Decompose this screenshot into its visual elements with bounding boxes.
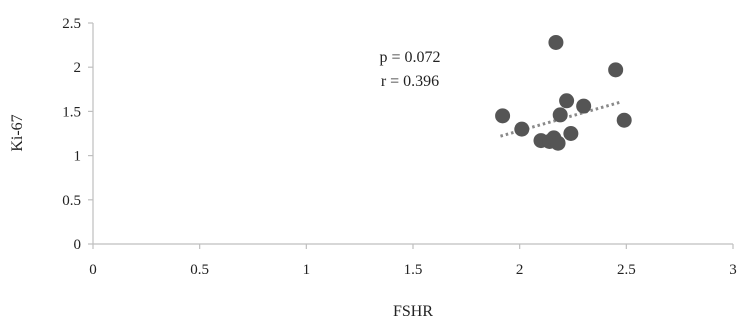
x-tick-label: 2 xyxy=(516,262,524,278)
data-point xyxy=(550,135,566,151)
data-point xyxy=(548,34,564,50)
data-point xyxy=(495,108,511,124)
data-point xyxy=(608,62,624,78)
x-axis-ticks: 0 0.5 1 1.5 2 2.5 3 xyxy=(89,244,737,278)
y-tick-label: 1 xyxy=(74,149,82,165)
y-axis-title: Ki-67 xyxy=(9,114,26,151)
x-tick-label: 3 xyxy=(729,262,737,278)
y-axis-ticks: 0 0.5 1 1.5 2 2.5 xyxy=(62,16,93,253)
data-point xyxy=(559,93,575,109)
y-tick-label: 0 xyxy=(74,237,82,253)
x-axis-title: FSHR xyxy=(393,303,433,320)
trendline xyxy=(500,100,623,138)
annotation-r-value: r = 0.396 xyxy=(381,73,439,90)
trendline-group xyxy=(500,100,623,138)
x-tick-label: 0.5 xyxy=(190,262,209,278)
x-tick-label: 0 xyxy=(89,262,97,278)
data-point xyxy=(616,112,632,128)
y-tick-label: 0.5 xyxy=(62,193,81,209)
y-tick-label: 2.5 xyxy=(62,16,81,32)
y-tick-label: 1.5 xyxy=(62,104,81,120)
data-points xyxy=(495,34,632,151)
y-tick-label: 2 xyxy=(74,60,82,76)
x-tick-label: 2.5 xyxy=(617,262,636,278)
data-point xyxy=(552,107,568,123)
data-point xyxy=(514,121,530,137)
x-tick-label: 1.5 xyxy=(404,262,423,278)
x-tick-label: 1 xyxy=(303,262,311,278)
annotation-p-value: p = 0.072 xyxy=(379,49,440,66)
data-point xyxy=(576,98,592,114)
data-point xyxy=(563,126,579,141)
